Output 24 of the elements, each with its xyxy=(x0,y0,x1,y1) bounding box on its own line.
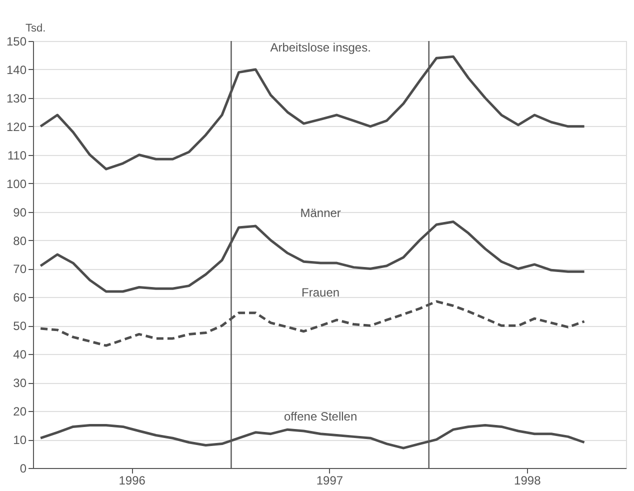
y-tick-label: 110 xyxy=(7,148,27,162)
y-tick-label: 40 xyxy=(13,348,27,362)
y-tick-label: 140 xyxy=(6,62,27,77)
y-tick-label: 60 xyxy=(13,290,27,305)
y-tick-label: 150 xyxy=(6,34,27,48)
y-tick-label: 70 xyxy=(13,262,27,276)
y-tick-label: 30 xyxy=(13,376,27,390)
series-label: offene Stellen xyxy=(284,409,358,424)
y-tick-label: 20 xyxy=(13,404,27,419)
series-label: Arbeitslose insges. xyxy=(270,40,371,55)
y-tick-label: 130 xyxy=(6,91,27,106)
x-tick-label: 1998 xyxy=(514,474,542,488)
text: Männer xyxy=(300,206,341,220)
y-tick-label: 90 xyxy=(13,205,27,220)
y-tick-label: 100 xyxy=(6,176,27,191)
y-tick-label: 120 xyxy=(6,120,27,134)
y-tick-label: 0 xyxy=(20,462,27,476)
x-tick-label: 1997 xyxy=(316,474,344,488)
series-label: Frauen xyxy=(302,285,340,300)
y-tick-label: 10 xyxy=(13,433,27,448)
y-axis-title: Tsd. xyxy=(26,22,46,34)
y-tick-label: 50 xyxy=(13,319,27,334)
x-tick-label: 1996 xyxy=(118,474,146,488)
y-tick-label: 80 xyxy=(13,234,27,248)
